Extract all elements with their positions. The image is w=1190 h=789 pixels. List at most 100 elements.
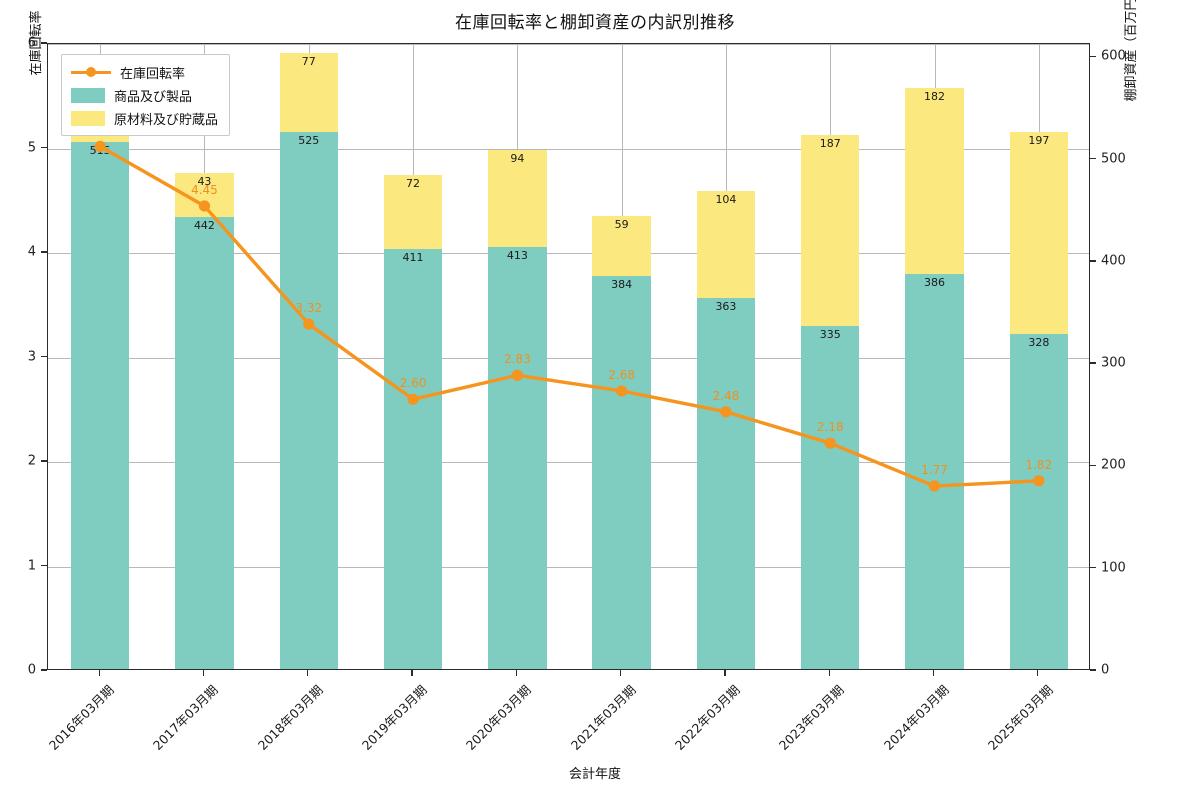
y-axis-left-tick-label: 1 [27, 558, 36, 573]
y-axis-right-title: 棚卸資産（百万円） [1123, 0, 1139, 102]
line-data-point[interactable] [1033, 475, 1045, 487]
bar-segment-teal[interactable]: 335 [801, 326, 860, 669]
x-axis-tick [1037, 670, 1039, 676]
stacked-bar[interactable]: 328 197 [1009, 132, 1069, 669]
bar-segment-teal[interactable]: 386 [905, 274, 964, 669]
legend-label-yellow: 原材料及び貯蔵品 [114, 112, 219, 128]
line-data-point[interactable] [928, 480, 941, 492]
bar-segment-yellow[interactable]: 104 [696, 191, 756, 298]
bar-segment-teal[interactable]: 525 [279, 132, 338, 669]
x-axis-title: 会計年度 [568, 767, 621, 782]
yellow-swatch-icon [71, 110, 105, 126]
stacked-bar[interactable]: 335 187 [801, 135, 860, 669]
y-axis-right-tick [1090, 464, 1096, 467]
y-axis-right-tick-label: 500 [1101, 151, 1126, 167]
x-axis-tick-label: 2021年03月期 [567, 682, 639, 753]
bar-segment-yellow[interactable]: 187 [801, 135, 860, 327]
legend-label-teal: 商品及び製品 [114, 89, 193, 105]
horizontal-gridline [48, 462, 1089, 463]
x-axis-tick-label: 2018年03月期 [254, 682, 326, 753]
line-value-label: 2.60 [399, 376, 427, 391]
teal-swatch-icon [71, 87, 105, 103]
x-axis-tick-label: 2024年03月期 [880, 682, 952, 753]
x-axis-tick-label: 2017年03月期 [150, 682, 222, 753]
x-axis-tick [98, 670, 100, 676]
y-axis-right-tick [1090, 260, 1096, 262]
stacked-bar[interactable]: 386 182 [905, 88, 964, 669]
bar-segment-teal[interactable]: 413 [488, 246, 547, 669]
line-data-point[interactable] [198, 200, 211, 212]
line-value-label: 1.77 [921, 463, 948, 478]
y-axis-right-tick [1090, 567, 1096, 569]
bar-segment-yellow[interactable]: 94 [488, 150, 547, 247]
line-value-label: 4.45 [191, 182, 218, 197]
y-axis-right-tick-label: 300 [1101, 355, 1126, 371]
line-data-point[interactable] [616, 385, 628, 397]
y-axis-left-tick [41, 251, 47, 253]
line-data-point[interactable] [94, 140, 106, 153]
bar-segment-yellow[interactable]: 182 [905, 88, 964, 275]
x-axis-tick-label: 2016年03月期 [46, 682, 117, 753]
stacked-bar[interactable]: 413 94 [488, 150, 547, 669]
chart-title: 在庫回転率と棚卸資産の内訳別推移 [455, 13, 735, 33]
x-axis-tick [411, 670, 413, 676]
line-path [98, 144, 1041, 488]
line-data-point[interactable] [511, 369, 523, 381]
legend-item-line[interactable]: 在庫回転率 [71, 62, 218, 82]
y-axis-right-tick-label: 600 [1101, 48, 1126, 64]
x-axis-tick-label: 2023年03月期 [776, 682, 847, 753]
line-data-point[interactable] [720, 406, 732, 418]
x-axis-tick [724, 670, 726, 676]
line-value-label: 2.18 [816, 420, 844, 435]
y-axis-right-tick [1090, 55, 1096, 57]
y-axis-left-tick-label: 0 [27, 662, 36, 678]
y-axis-left-tick [41, 355, 47, 358]
y-axis-left-title: 在庫回転率 [29, 10, 45, 76]
legend-label-line: 在庫回転率 [120, 66, 186, 82]
bar-segment-teal[interactable]: 363 [696, 297, 756, 669]
y-axis-right-tick-label: 400 [1101, 253, 1126, 269]
line-data-point[interactable] [303, 318, 315, 330]
y-axis-left-tick [41, 669, 47, 671]
line-data-point[interactable] [824, 437, 836, 449]
line-data-point[interactable] [407, 393, 419, 405]
x-axis-tick [307, 670, 309, 676]
horizontal-gridline [48, 253, 1089, 254]
x-axis-tick-label: 2020年03月期 [463, 682, 535, 753]
stacked-bar[interactable]: 525 77 [279, 53, 338, 669]
y-axis-left-tick [41, 460, 47, 462]
x-axis-tick-label: 2025年03月期 [984, 682, 1056, 753]
x-axis-tick-label: 2019年03月期 [358, 682, 430, 753]
x-axis-tick [620, 670, 622, 676]
x-axis-tick [515, 670, 517, 676]
line-value-label: 3.32 [295, 301, 323, 316]
y-axis-left-tick-label: 6 [27, 35, 36, 51]
line-value-label: 2.48 [712, 388, 740, 403]
bar-segment-teal[interactable]: 384 [592, 276, 651, 669]
legend-item-bar-teal[interactable]: 商品及び製品 [71, 85, 218, 105]
bar-segment-yellow[interactable]: 72 [383, 174, 443, 249]
line-value-label: 2.83 [503, 352, 531, 367]
y-axis-left-tick-label: 4 [27, 244, 36, 260]
bar-segment-yellow[interactable]: 59 [592, 215, 651, 277]
x-axis-tick-label: 2022年03月期 [671, 682, 743, 753]
stacked-bar[interactable]: 384 59 [592, 215, 651, 669]
horizontal-gridline [48, 148, 1089, 150]
y-axis-left-tick-label: 5 [27, 140, 36, 155]
y-axis-right-tick-label: 100 [1101, 560, 1126, 576]
horizontal-gridline [48, 357, 1089, 359]
line-value-label: 2.68 [608, 367, 635, 382]
bar-segment-teal[interactable]: 442 [175, 216, 234, 669]
stacked-bar[interactable]: 363 104 [696, 191, 756, 669]
y-axis-left-tick [41, 146, 47, 149]
x-axis-tick [932, 670, 935, 676]
line-value-label: 1.82 [1025, 457, 1053, 472]
x-axis-tick [828, 670, 830, 676]
y-axis-left-tick [41, 42, 47, 44]
x-axis-tick [202, 670, 205, 676]
line-marker-icon [71, 64, 111, 80]
legend-item-bar-yellow[interactable]: 原材料及び貯蔵品 [71, 108, 218, 128]
y-axis-right-tick [1090, 157, 1096, 160]
bar-segment-yellow[interactable]: 197 [1009, 132, 1069, 334]
